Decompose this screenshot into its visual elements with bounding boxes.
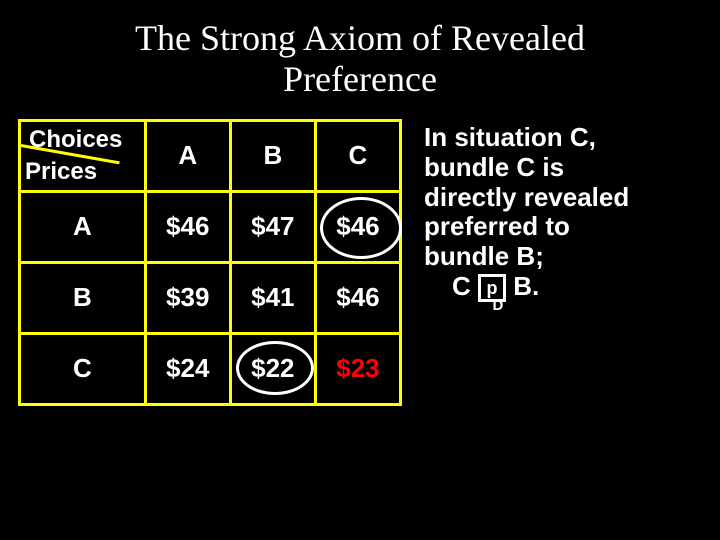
slide: The Strong Axiom of Revealed Preference … bbox=[0, 0, 720, 540]
header-prices-label: Prices bbox=[25, 158, 97, 186]
side-line-4: preferred to bbox=[424, 212, 702, 242]
side-explanation: In situation C, bundle C is directly rev… bbox=[402, 119, 702, 406]
col-label-B: B bbox=[230, 120, 315, 191]
row-label-C: C bbox=[20, 333, 146, 404]
cell-A-A: $46 bbox=[145, 191, 230, 262]
preference-table: Choices Prices A B C A $46 $47 $46 B $39 bbox=[18, 119, 402, 406]
title-line-1: The Strong Axiom of Revealed bbox=[135, 18, 585, 58]
table-row: C $24 $22 $23 bbox=[20, 333, 401, 404]
relation-subscript: D bbox=[492, 295, 503, 317]
cell-A-B: $47 bbox=[230, 191, 315, 262]
relation-line: C p D B. bbox=[424, 272, 702, 302]
preference-table-wrap: Choices Prices A B C A $46 $47 $46 B $39 bbox=[18, 119, 402, 406]
content-row: Choices Prices A B C A $46 $47 $46 B $39 bbox=[0, 101, 720, 406]
header-corner-cell: Choices Prices bbox=[20, 120, 146, 191]
row-label-A: A bbox=[20, 191, 146, 262]
table-row: A $46 $47 $46 bbox=[20, 191, 401, 262]
relation-left: C bbox=[452, 271, 471, 301]
cell-C-A: $24 bbox=[145, 333, 230, 404]
header-choices-label: Choices bbox=[29, 126, 122, 154]
cell-B-C: $46 bbox=[315, 262, 400, 333]
relation-symbol: p D bbox=[478, 274, 506, 302]
side-line-1: In situation C, bbox=[424, 123, 702, 153]
side-line-5: bundle B; bbox=[424, 242, 702, 272]
col-label-A: A bbox=[145, 120, 230, 191]
cell-B-B: $41 bbox=[230, 262, 315, 333]
col-label-C: C bbox=[315, 120, 400, 191]
cell-C-B: $22 bbox=[230, 333, 315, 404]
side-line-2: bundle C is bbox=[424, 153, 702, 183]
title-line-2: Preference bbox=[283, 59, 437, 99]
side-line-3: directly revealed bbox=[424, 183, 702, 213]
table-row: B $39 $41 $46 bbox=[20, 262, 401, 333]
cell-A-C: $46 bbox=[315, 191, 400, 262]
slide-title: The Strong Axiom of Revealed Preference bbox=[0, 0, 720, 101]
cell-C-C: $23 bbox=[315, 333, 400, 404]
table-header-row: Choices Prices A B C bbox=[20, 120, 401, 191]
cell-B-A: $39 bbox=[145, 262, 230, 333]
relation-right: B. bbox=[506, 271, 539, 301]
row-label-B: B bbox=[20, 262, 146, 333]
